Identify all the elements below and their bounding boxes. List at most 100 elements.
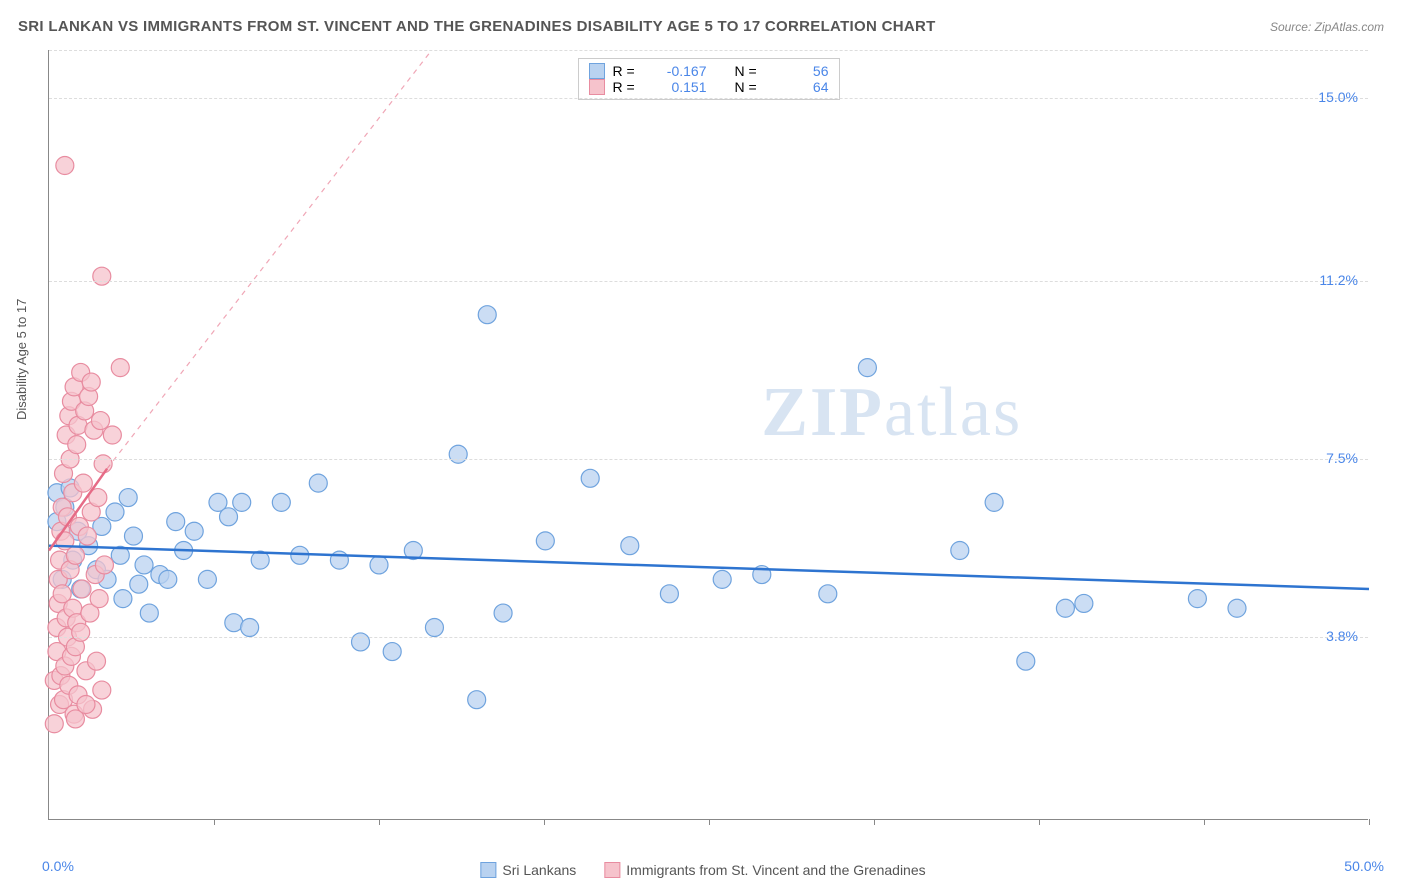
source-attribution: Source: ZipAtlas.com xyxy=(1270,20,1384,34)
legend-swatch xyxy=(480,862,496,878)
data-point xyxy=(130,575,148,593)
x-tick xyxy=(214,819,215,825)
legend-swatch xyxy=(604,862,620,878)
data-point xyxy=(135,556,153,574)
gridline xyxy=(49,459,1368,460)
data-point xyxy=(819,585,837,603)
data-point xyxy=(425,619,443,637)
data-point xyxy=(159,570,177,588)
data-point xyxy=(478,306,496,324)
data-point xyxy=(114,590,132,608)
y-tick-label: 7.5% xyxy=(1326,450,1358,466)
data-point xyxy=(111,359,129,377)
legend-item: Sri Lankans xyxy=(480,862,576,878)
data-point xyxy=(124,527,142,545)
data-point xyxy=(119,489,137,507)
r-label: R = xyxy=(613,79,649,95)
data-point xyxy=(241,619,259,637)
n-label: N = xyxy=(735,79,771,95)
data-point xyxy=(106,503,124,521)
data-point xyxy=(95,556,113,574)
data-point xyxy=(985,493,1003,511)
legend-item: Immigrants from St. Vincent and the Gren… xyxy=(604,862,925,878)
legend-label: Sri Lankans xyxy=(502,862,576,878)
gridline xyxy=(49,98,1368,99)
data-point xyxy=(72,623,90,641)
legend-swatch xyxy=(589,63,605,79)
data-point xyxy=(77,696,95,714)
data-point xyxy=(581,469,599,487)
x-tick xyxy=(544,819,545,825)
x-axis-max-label: 50.0% xyxy=(1344,858,1384,874)
legend-row: R = -0.167 N = 56 xyxy=(589,63,829,79)
data-point xyxy=(94,455,112,473)
y-tick-label: 11.2% xyxy=(1319,272,1358,288)
data-point xyxy=(225,614,243,632)
data-point xyxy=(220,508,238,526)
data-point xyxy=(309,474,327,492)
data-point xyxy=(1188,590,1206,608)
legend-label: Immigrants from St. Vincent and the Gren… xyxy=(626,862,925,878)
regression-projection xyxy=(107,50,432,469)
data-point xyxy=(198,570,216,588)
data-point xyxy=(73,580,91,598)
x-tick xyxy=(1204,819,1205,825)
data-point xyxy=(56,157,74,175)
data-point xyxy=(1228,599,1246,617)
data-point xyxy=(185,522,203,540)
data-point xyxy=(82,373,100,391)
data-point xyxy=(45,715,63,733)
x-tick xyxy=(874,819,875,825)
y-axis-label: Disability Age 5 to 17 xyxy=(14,299,29,420)
data-point xyxy=(621,537,639,555)
correlation-legend: R = -0.167 N = 56 R = 0.151 N = 64 xyxy=(578,58,840,100)
data-point xyxy=(74,474,92,492)
data-point xyxy=(713,570,731,588)
scatter-svg xyxy=(49,50,1368,819)
r-value: 0.151 xyxy=(657,79,707,95)
legend-swatch xyxy=(589,79,605,95)
x-tick xyxy=(379,819,380,825)
data-point xyxy=(233,493,251,511)
data-point xyxy=(78,527,96,545)
data-point xyxy=(383,643,401,661)
y-tick-label: 15.0% xyxy=(1318,89,1358,105)
data-point xyxy=(103,426,121,444)
data-point xyxy=(494,604,512,622)
r-label: R = xyxy=(613,63,649,79)
n-value: 64 xyxy=(779,79,829,95)
data-point xyxy=(370,556,388,574)
data-point xyxy=(858,359,876,377)
data-point xyxy=(272,493,290,511)
gridline xyxy=(49,637,1368,638)
data-point xyxy=(1017,652,1035,670)
n-value: 56 xyxy=(779,63,829,79)
x-tick xyxy=(1369,819,1370,825)
regression-line xyxy=(49,546,1369,589)
data-point xyxy=(68,436,86,454)
x-axis-min-label: 0.0% xyxy=(42,858,74,874)
data-point xyxy=(468,691,486,709)
data-point xyxy=(93,267,111,285)
r-value: -0.167 xyxy=(657,63,707,79)
data-point xyxy=(449,445,467,463)
data-point xyxy=(140,604,158,622)
data-point xyxy=(536,532,554,550)
data-point xyxy=(1056,599,1074,617)
data-point xyxy=(66,546,84,564)
chart-plot-area: ZIPatlas R =-0.167N =56R =0.151N =64 3.8… xyxy=(48,50,1368,820)
data-point xyxy=(91,412,109,430)
data-point xyxy=(88,652,106,670)
data-point xyxy=(1075,594,1093,612)
chart-title: SRI LANKAN VS IMMIGRANTS FROM ST. VINCEN… xyxy=(18,18,936,35)
x-tick xyxy=(1039,819,1040,825)
data-point xyxy=(660,585,678,603)
series-legend: Sri Lankans Immigrants from St. Vincent a… xyxy=(480,862,925,878)
data-point xyxy=(167,513,185,531)
x-tick xyxy=(709,819,710,825)
data-point xyxy=(951,542,969,560)
legend-row: R = 0.151 N = 64 xyxy=(589,79,829,95)
n-label: N = xyxy=(735,63,771,79)
data-point xyxy=(352,633,370,651)
data-point xyxy=(93,681,111,699)
